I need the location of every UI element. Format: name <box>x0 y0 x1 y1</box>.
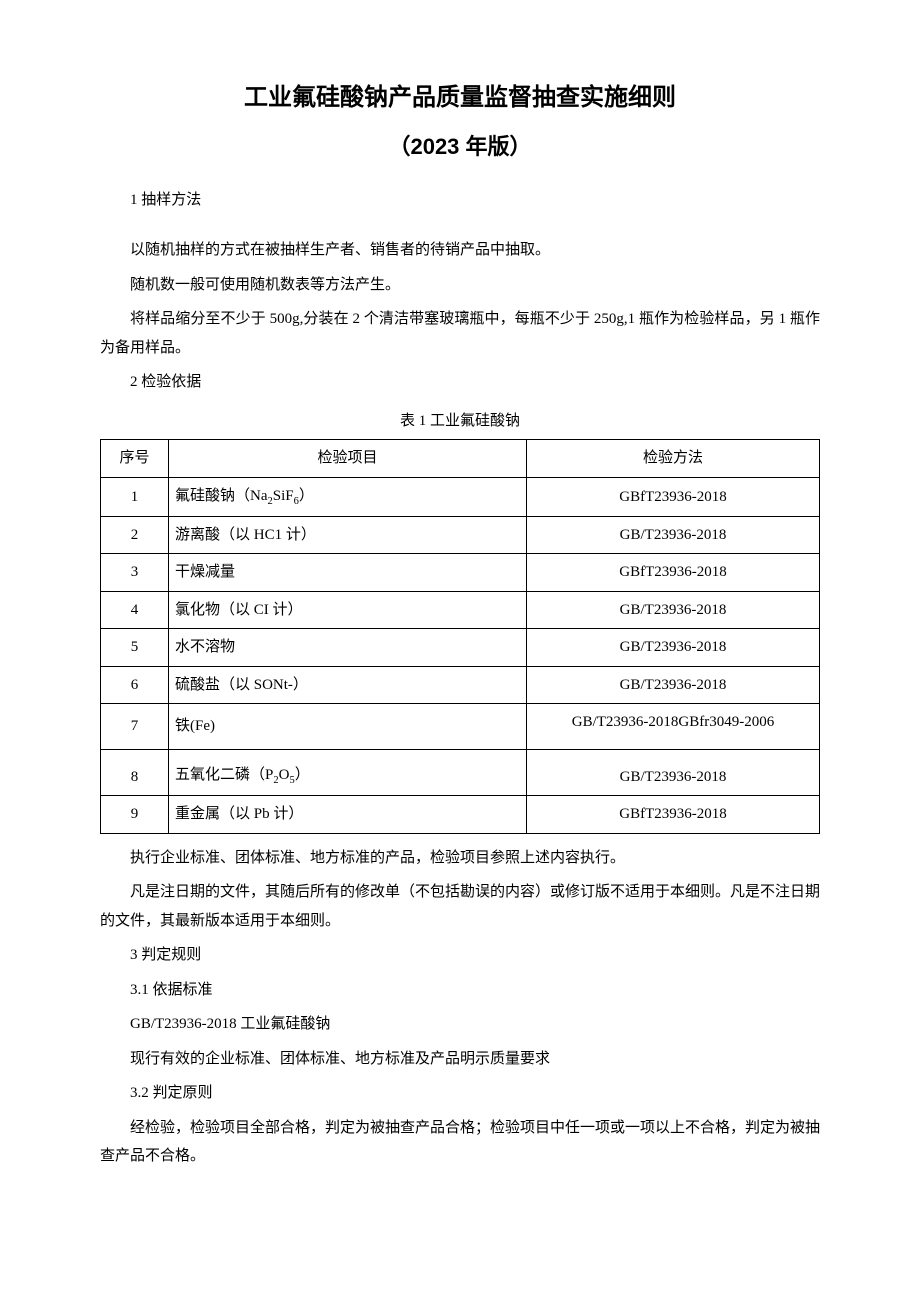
table-cell-item: 氯化物（以 CI 计） <box>169 591 527 629</box>
table-cell-method: GBfT23936-2018 <box>527 796 820 834</box>
section-2-heading: 2 检验依据 <box>100 368 820 397</box>
section-1-paragraph-1: 以随机抽样的方式在被抽样生产者、销售者的待销产品中抽取。 <box>100 236 820 265</box>
table-cell-seq: 7 <box>101 704 169 750</box>
section-3-1-paragraph-1: GB/T23936-2018 工业氟硅酸钠 <box>100 1010 820 1039</box>
table-1: 序号 检验项目 检验方法 1氟硅酸钠（Na2SiF6）GBfT23936-201… <box>100 439 820 833</box>
document-subtitle: （2023 年版） <box>100 126 820 168</box>
table-cell-seq: 2 <box>101 516 169 554</box>
table-row: 6硫酸盐（以 SONt-）GB/T23936-2018 <box>101 666 820 704</box>
document-title: 工业氟硅酸钠产品质量监督抽查实施细则 <box>100 80 820 116</box>
table-cell-item: 五氧化二磷（P2O5） <box>169 750 527 796</box>
table-row: 1氟硅酸钠（Na2SiF6）GBfT23936-2018 <box>101 477 820 516</box>
section-3-1-paragraph-2: 现行有效的企业标准、团体标准、地方标准及产品明示质量要求 <box>100 1045 820 1074</box>
table-header-item: 检验项目 <box>169 440 527 478</box>
section-2-paragraph-2: 凡是注日期的文件，其随后所有的修改单（不包括勘误的内容）或修订版不适用于本细则。… <box>100 878 820 935</box>
table-row: 4氯化物（以 CI 计）GB/T23936-2018 <box>101 591 820 629</box>
table-cell-seq: 6 <box>101 666 169 704</box>
section-3-1-heading: 3.1 依据标准 <box>100 976 820 1005</box>
section-3-2-heading: 3.2 判定原则 <box>100 1079 820 1108</box>
table-cell-method: GB/T23936-2018 <box>527 750 820 796</box>
table-cell-item: 铁(Fe) <box>169 704 527 750</box>
table-cell-method: GBfT23936-2018 <box>527 554 820 592</box>
table-cell-method: GB/T23936-2018 <box>527 516 820 554</box>
table-cell-seq: 1 <box>101 477 169 516</box>
table-cell-method: GB/T23936-2018GBfr3049-2006 <box>527 704 820 750</box>
table-cell-method: GB/T23936-2018 <box>527 629 820 667</box>
table-cell-seq: 5 <box>101 629 169 667</box>
table-header-method: 检验方法 <box>527 440 820 478</box>
section-1-paragraph-3: 将样品缩分至不少于 500g,分装在 2 个清洁带塞玻璃瓶中，每瓶不少于 250… <box>100 305 820 362</box>
table-1-caption: 表 1 工业氟硅酸钠 <box>100 407 820 436</box>
table-row: 2游离酸（以 HC1 计）GB/T23936-2018 <box>101 516 820 554</box>
section-1-paragraph-2: 随机数一般可使用随机数表等方法产生。 <box>100 271 820 300</box>
table-cell-method: GB/T23936-2018 <box>527 666 820 704</box>
table-cell-seq: 8 <box>101 750 169 796</box>
table-row: 7铁(Fe)GB/T23936-2018GBfr3049-2006 <box>101 704 820 750</box>
table-header-seq: 序号 <box>101 440 169 478</box>
table-row: 9重金属（以 Pb 计）GBfT23936-2018 <box>101 796 820 834</box>
table-cell-seq: 4 <box>101 591 169 629</box>
table-row: 5水不溶物GB/T23936-2018 <box>101 629 820 667</box>
table-row: 3干燥减量GBfT23936-2018 <box>101 554 820 592</box>
table-cell-seq: 9 <box>101 796 169 834</box>
table-cell-item: 水不溶物 <box>169 629 527 667</box>
table-cell-item: 游离酸（以 HC1 计） <box>169 516 527 554</box>
table-cell-seq: 3 <box>101 554 169 592</box>
table-cell-item: 重金属（以 Pb 计） <box>169 796 527 834</box>
table-cell-item: 硫酸盐（以 SONt-） <box>169 666 527 704</box>
section-3-2-paragraph-1: 经检验，检验项目全部合格，判定为被抽查产品合格；检验项目中任一项或一项以上不合格… <box>100 1114 820 1171</box>
table-cell-method: GBfT23936-2018 <box>527 477 820 516</box>
table-cell-item: 氟硅酸钠（Na2SiF6） <box>169 477 527 516</box>
table-row: 8五氧化二磷（P2O5）GB/T23936-2018 <box>101 750 820 796</box>
table-cell-item: 干燥减量 <box>169 554 527 592</box>
section-2-paragraph-1: 执行企业标准、团体标准、地方标准的产品，检验项目参照上述内容执行。 <box>100 844 820 873</box>
table-header-row: 序号 检验项目 检验方法 <box>101 440 820 478</box>
section-3-heading: 3 判定规则 <box>100 941 820 970</box>
section-1-heading: 1 抽样方法 <box>100 186 820 215</box>
table-cell-method: GB/T23936-2018 <box>527 591 820 629</box>
